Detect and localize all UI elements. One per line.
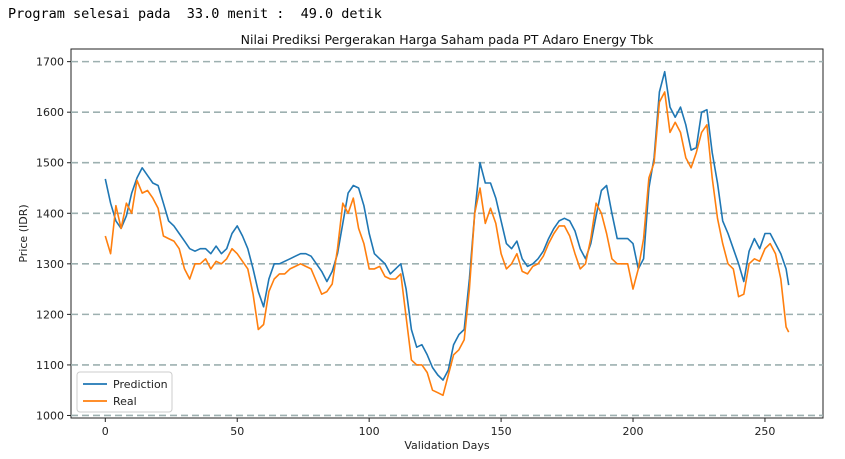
y-tick-label: 1400 bbox=[36, 207, 64, 220]
x-axis-label: Validation Days bbox=[404, 439, 490, 452]
legend-box bbox=[76, 371, 173, 413]
series-lines bbox=[104, 70, 790, 397]
x-tick-label: 50 bbox=[230, 425, 244, 438]
x-tick-label: 200 bbox=[623, 425, 644, 438]
legend-label: Real bbox=[113, 395, 137, 408]
y-tick-label: 1000 bbox=[36, 409, 64, 422]
y-axis-ticks: 1000 1100 1200 1300 1400 1500 1600 1700 bbox=[36, 56, 71, 422]
y-tick-label: 1500 bbox=[36, 157, 64, 170]
plot-area bbox=[70, 48, 824, 419]
x-tick-label: 250 bbox=[754, 425, 775, 438]
x-tick-label: 150 bbox=[491, 425, 512, 438]
x-tick-label: 0 bbox=[102, 425, 109, 438]
y-tick-label: 1300 bbox=[36, 258, 64, 271]
chart-title: Nilai Prediksi Pergerakan Harga Saham pa… bbox=[241, 32, 654, 47]
y-tick-label: 1100 bbox=[36, 359, 64, 372]
x-tick-label: 100 bbox=[359, 425, 380, 438]
series-line-real bbox=[104, 91, 790, 397]
y-tick-label: 1200 bbox=[36, 308, 64, 321]
console-output: Program selesai pada 33.0 menit : 49.0 d… bbox=[8, 6, 382, 22]
y-tick-label: 1700 bbox=[36, 56, 64, 69]
legend: Prediction Real bbox=[76, 371, 173, 413]
series-line-prediction bbox=[104, 70, 790, 381]
y-tick-label: 1600 bbox=[36, 106, 64, 119]
x-axis-ticks: 0 50 100 150 200 250 bbox=[102, 418, 775, 438]
legend-label: Prediction bbox=[113, 378, 168, 391]
y-axis-label: Price (IDR) bbox=[17, 204, 30, 262]
grid-lines bbox=[71, 60, 823, 417]
